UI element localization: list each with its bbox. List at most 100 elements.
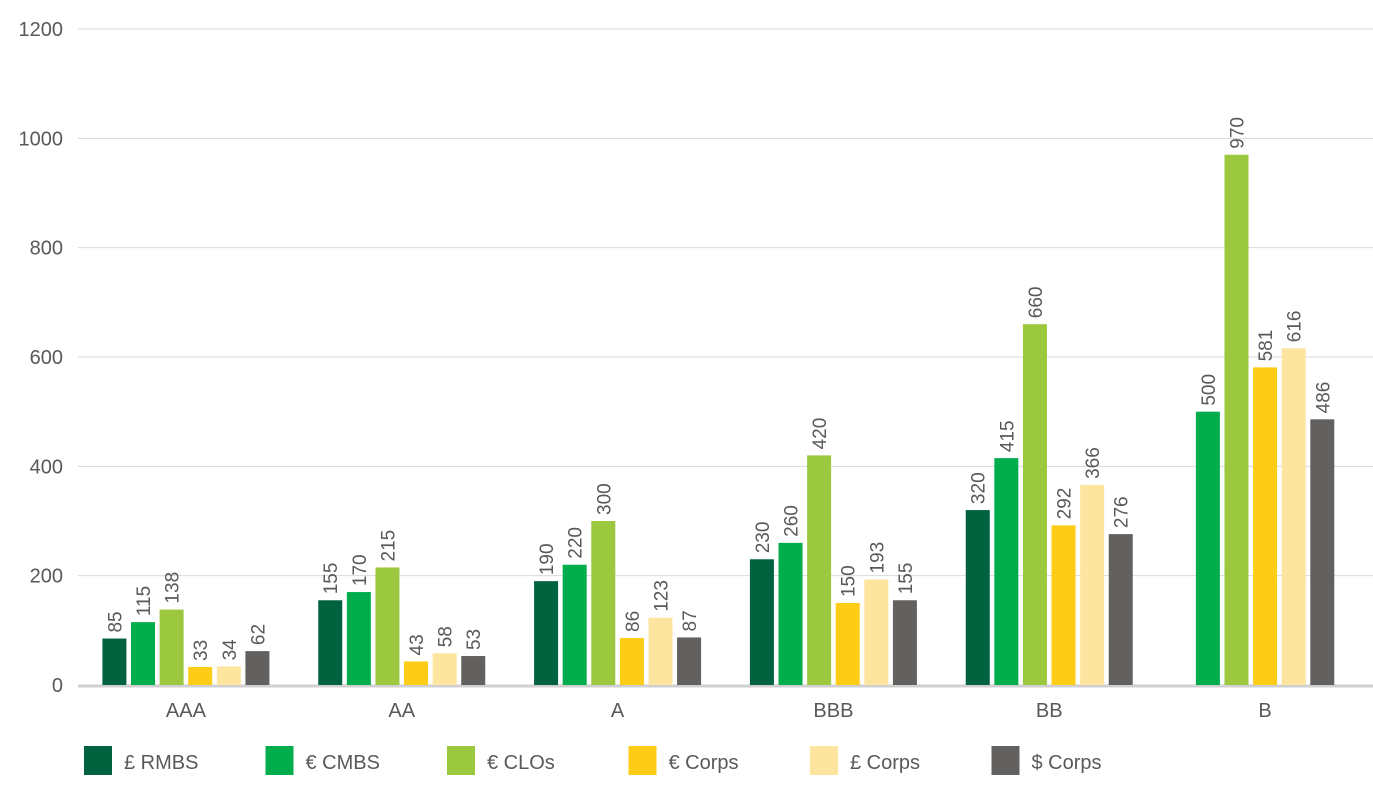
data-label: 115 (134, 586, 155, 616)
data-label: 300 (594, 483, 615, 515)
bar (749, 559, 774, 685)
x-tick-label: B (1258, 700, 1271, 722)
bar (375, 567, 400, 685)
data-label: 58 (436, 626, 457, 647)
data-label: 87 (680, 610, 701, 631)
y-tick-label: 1200 (19, 19, 64, 41)
legend-label: € CLOs (487, 752, 555, 774)
legend-label: £ Corps (850, 752, 920, 774)
legend-swatch (84, 746, 112, 775)
bar (1080, 484, 1105, 685)
x-axis: AAA AA A BBB BB B (166, 700, 1272, 722)
bar (835, 603, 860, 685)
bar (591, 521, 616, 685)
bar (534, 581, 559, 685)
bar (1253, 367, 1278, 685)
bar (778, 542, 803, 685)
data-label: 276 (1112, 496, 1133, 528)
data-label: 85 (105, 611, 126, 632)
data-label: 415 (997, 420, 1018, 452)
legend-label: € Corps (669, 752, 739, 774)
data-label: 170 (350, 554, 371, 586)
data-label: 155 (321, 563, 342, 595)
data-label: 581 (1256, 330, 1277, 362)
data-label: 486 (1313, 382, 1334, 414)
bar (807, 455, 832, 685)
data-label: 660 (1026, 286, 1047, 318)
data-label: 123 (651, 580, 672, 612)
bar (216, 666, 241, 685)
bars: 85 115 138 33 34 62 155 170 215 43 58 53 190 220 300 86… (102, 117, 1335, 685)
data-label: 500 (1199, 374, 1220, 406)
data-label: 292 (1055, 488, 1076, 520)
bar (1195, 411, 1220, 685)
bar (864, 579, 889, 685)
bar (1224, 154, 1249, 685)
y-tick-label: 200 (30, 566, 63, 588)
bar (1051, 525, 1076, 685)
bar (562, 564, 587, 685)
data-label: 86 (623, 611, 644, 632)
data-label: 220 (566, 527, 587, 559)
legend-swatch (991, 746, 1020, 775)
bar (159, 609, 184, 685)
bar (965, 510, 990, 685)
data-label: 150 (839, 565, 860, 597)
x-tick-label: AA (388, 700, 415, 722)
data-label: 53 (464, 629, 485, 650)
data-label: 43 (407, 634, 428, 655)
bar (619, 637, 644, 685)
bar (1108, 534, 1133, 685)
legend-label: £ RMBS (124, 752, 198, 774)
y-tick-label: 0 (52, 675, 63, 697)
bar (1281, 348, 1306, 685)
bar (131, 622, 156, 685)
data-label: 320 (969, 472, 990, 504)
x-tick-label: AAA (166, 700, 207, 722)
bar (346, 592, 371, 685)
data-label: 193 (867, 542, 888, 574)
data-label: 970 (1227, 117, 1248, 149)
y-tick-label: 400 (30, 456, 63, 478)
bar (677, 637, 702, 685)
data-label: 420 (810, 418, 831, 450)
data-label: 366 (1083, 447, 1104, 479)
x-tick-label: A (611, 700, 625, 722)
bar (102, 638, 127, 685)
bar (648, 617, 673, 685)
bar (1022, 324, 1047, 685)
legend-swatch (810, 746, 838, 775)
gridlines (78, 28, 1373, 688)
y-tick-label: 800 (30, 238, 63, 260)
data-label: 190 (537, 543, 558, 575)
data-label: 138 (163, 572, 184, 604)
data-label: 155 (896, 563, 917, 595)
y-tick-label: 1000 (19, 128, 64, 150)
bar (188, 666, 213, 685)
bar (994, 458, 1019, 685)
data-label: 62 (248, 624, 269, 645)
bar (1310, 419, 1335, 685)
legend-swatch (628, 746, 657, 775)
data-label: 215 (378, 530, 399, 562)
bar (461, 656, 486, 685)
x-tick-label: BBB (813, 700, 853, 722)
data-label: 33 (191, 640, 212, 661)
y-tick-label: 600 (30, 347, 63, 369)
legend-swatch (447, 746, 475, 775)
bar (318, 600, 343, 685)
legend-swatch (265, 746, 294, 775)
legend-label: $ Corps (1032, 752, 1102, 774)
legend: £ RMBS € CMBS € CLOs € Corps £ Corps $ Corps (84, 746, 1102, 775)
bar (245, 651, 270, 685)
data-label: 616 (1285, 311, 1306, 343)
data-label: 260 (782, 505, 803, 537)
x-tick-label: BB (1036, 700, 1063, 722)
data-label: 230 (753, 522, 774, 554)
data-label: 34 (220, 639, 241, 661)
legend-label: € CMBS (306, 752, 380, 774)
bar (892, 600, 917, 685)
y-axis: 0 200 400 600 800 1000 1200 (19, 19, 64, 697)
bar (404, 661, 429, 685)
